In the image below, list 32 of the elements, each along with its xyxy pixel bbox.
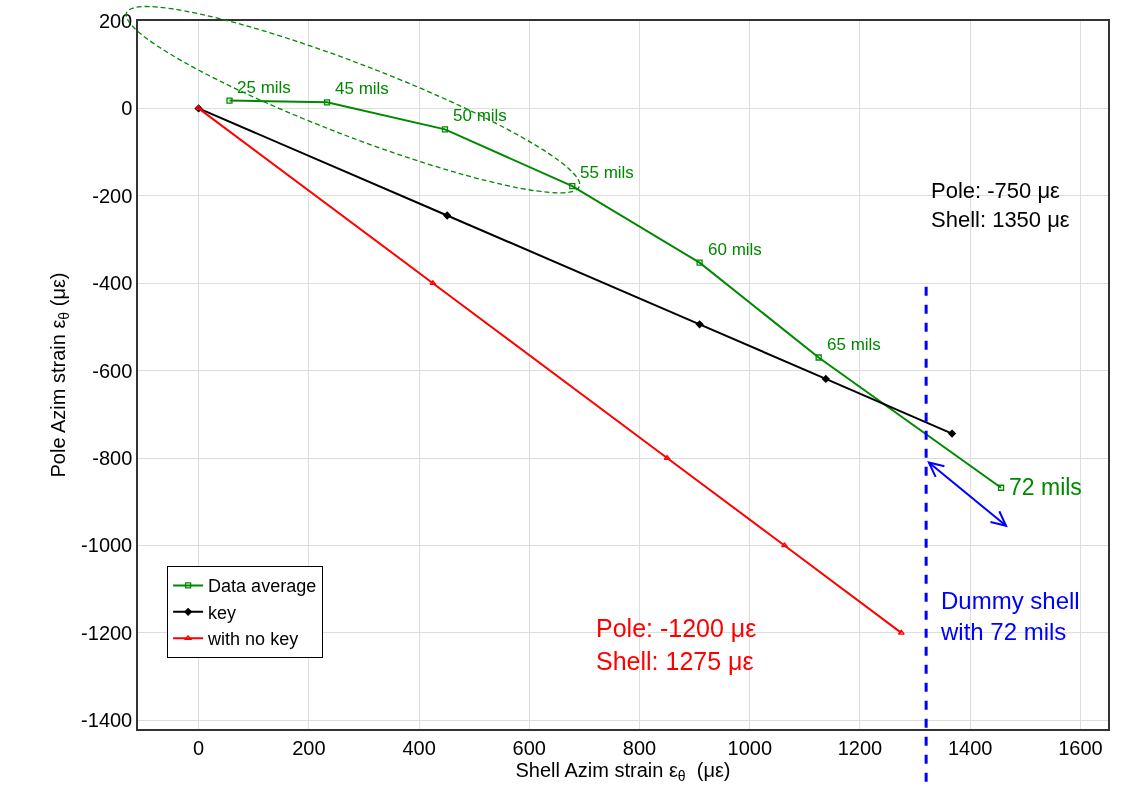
annotation: 60 mils — [708, 240, 762, 259]
x-tick-label: 0 — [193, 736, 205, 759]
x-axis-title: Shell Azim strain ε$_{θ}$ (με) — [515, 758, 731, 784]
ref-line-label: Dummy shell with 72 mils — [940, 587, 1080, 646]
x-tick-label: 600 — [512, 736, 546, 759]
annotation: 55 mils — [580, 163, 634, 182]
x-tick-label: 800 — [622, 736, 657, 759]
legend-label: Data average — [208, 576, 317, 597]
x-tick-label: 400 — [402, 736, 436, 759]
y-tick-label: 0 — [121, 97, 133, 120]
y-tick-label: -400 — [92, 272, 133, 295]
y-tick-label: -600 — [92, 359, 133, 382]
x-tick-label: 200 — [292, 736, 326, 759]
x-tick-label: 1600 — [1058, 736, 1103, 759]
annotation: 45 mils — [335, 79, 389, 98]
annotation: Pole: -750 με Shell: 1350 με — [931, 178, 1070, 232]
y-tick-label: -800 — [92, 447, 133, 470]
annotation: 72 mils — [1009, 474, 1082, 500]
legend-label: with no key — [207, 629, 299, 650]
annotation: 50 mils — [453, 106, 507, 125]
y-tick-label: -1200 — [81, 621, 133, 644]
annotation: 65 mils — [827, 335, 881, 354]
x-tick-label: 1200 — [837, 736, 883, 759]
annotation: Pole: -1200 με Shell: 1275 με — [596, 614, 757, 675]
x-tick-label: 1000 — [727, 736, 773, 759]
annotation: 25 mils — [237, 78, 291, 97]
y-tick-label: -200 — [92, 184, 133, 207]
y-tick-label: 200 — [98, 10, 133, 32]
y-tick-label: -1000 — [81, 534, 133, 557]
y-tick-label: -1400 — [81, 709, 133, 732]
legend-label: key — [208, 602, 237, 623]
x-tick-label: 1400 — [947, 736, 993, 759]
